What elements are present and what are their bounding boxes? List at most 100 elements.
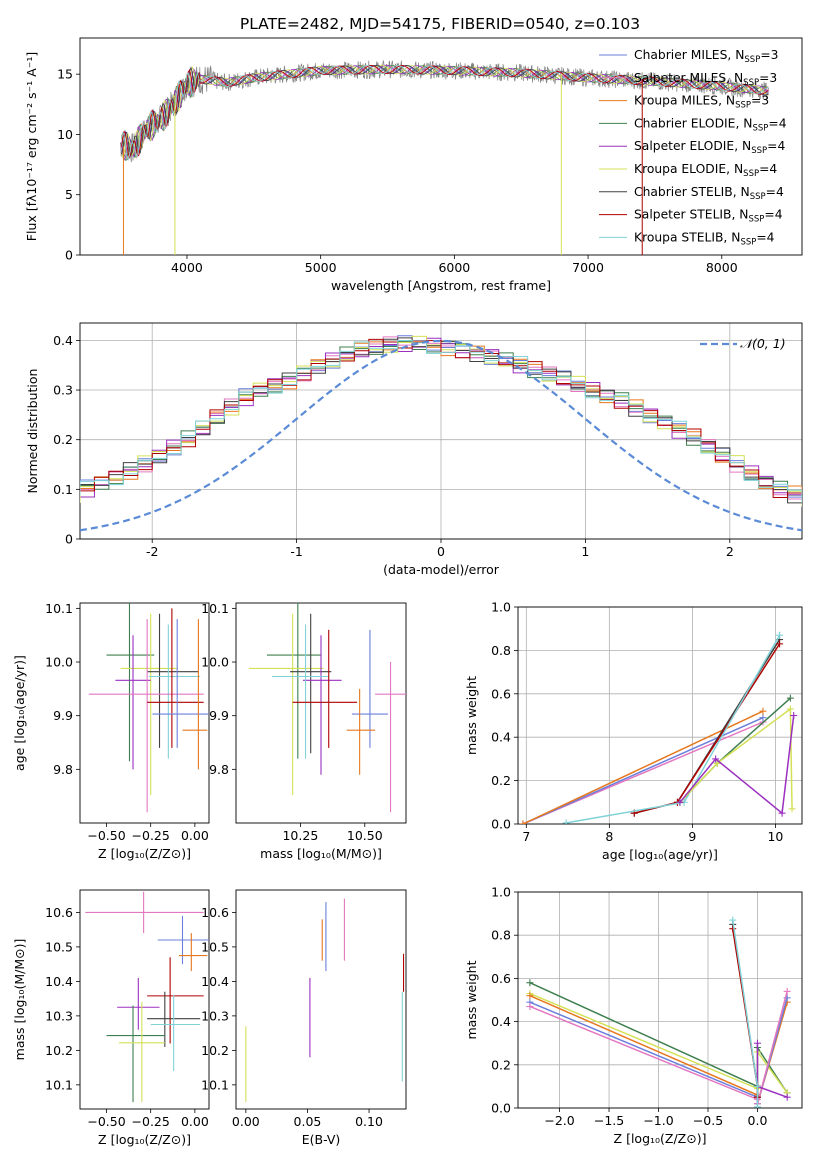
mass_weight_vs_age-frame xyxy=(517,606,803,825)
spectrum-y-axis-label: Flux [fλ10⁻¹⁷ erg cm⁻² s⁻¹ A⁻¹] xyxy=(24,52,39,241)
y-tick-label: 10.3 xyxy=(45,1008,73,1023)
residual-histograms xyxy=(80,335,802,532)
age_vs_Z-axes: −0.50 −0.25 0.00 9.8 9.9 10.0 10.1 Z [log₁₀(Z/Z… xyxy=(12,601,210,861)
x-tick-label: 0.05 xyxy=(294,1114,322,1129)
y-tick-label: 15 xyxy=(57,67,73,82)
y-tick-label: 0.4 xyxy=(491,1014,511,1029)
residuals-y-axis-label: Normed distribution xyxy=(25,369,40,494)
model-spectrum xyxy=(121,64,769,157)
y-tick-label: 10.2 xyxy=(201,1043,229,1058)
legend-entry: Salpeter ELODIE, NSSP=4 xyxy=(634,139,785,156)
x-tick-label: 8000 xyxy=(706,260,738,275)
y-tick-label: 9.9 xyxy=(209,708,229,723)
age_vs_mass-axes: 10.25 10.50 9.8 9.9 10.0 10.1 mass [log₁₀(M/M⊙… xyxy=(201,601,407,861)
residual-histogram-series xyxy=(80,335,802,507)
residual-histogram-series xyxy=(80,336,802,500)
x-tick-label: 5000 xyxy=(305,260,337,275)
legend-name: Chabrier ELODIE, N xyxy=(634,116,752,130)
spectrum-x-axis-label: wavelength [Angstrom, rest frame] xyxy=(331,278,551,293)
x-tick-label: −1.0 xyxy=(643,1113,673,1128)
y-tick-label: 0.3 xyxy=(53,383,73,398)
x-tick-label: −0.5 xyxy=(693,1113,723,1128)
y-tick-label: 10.5 xyxy=(201,939,229,954)
y-tick-label: 0.6 xyxy=(491,971,511,986)
x-tick-label: −0.50 xyxy=(87,1114,125,1129)
x-tick-label: 10 xyxy=(767,829,783,844)
legend-tail: =3 xyxy=(760,48,778,62)
legend-entry: Chabrier ELODIE, NSSP=4 xyxy=(634,116,787,133)
legend-name: Kroupa MILES, N xyxy=(634,94,735,108)
residuals-x-axis-label: (data-model)/error xyxy=(383,562,500,577)
mass_weight_vs_age-axes: 7 8 9 10 0.0 0.2 0.4 0.6 0.8 1.0 age [log₁₀(age/yr… xyxy=(464,600,803,862)
legend-name: Chabrier STELIB, N xyxy=(634,185,750,199)
x-tick-label: -1 xyxy=(290,544,302,559)
x-tick-label: 0.0 xyxy=(748,1113,768,1128)
model-spectrum xyxy=(121,64,769,162)
age_vs_Z-x-axis-label: Z [log₁₀(Z/Z⊙)] xyxy=(98,846,191,861)
normal-distribution-curve xyxy=(80,339,802,532)
y-tick-label: 9.9 xyxy=(53,708,73,723)
x-tick-label: −2.0 xyxy=(544,1113,574,1128)
y-tick-label: 10.4 xyxy=(201,974,229,989)
y-tick-label: 1.0 xyxy=(491,600,511,615)
spectrum-axes: 4000 5000 6000 7000 8000 0 5 10 15 wavelength [An… xyxy=(24,37,803,293)
legend-name: Salpeter STELIB, N xyxy=(634,208,749,222)
x-tick-label: 7000 xyxy=(572,260,604,275)
y-tick-label: 0.4 xyxy=(491,730,511,745)
legend-subscript: SSP xyxy=(744,55,760,65)
y-tick-label: 1.0 xyxy=(491,885,511,900)
legend-entry: Chabrier STELIB, NSSP=4 xyxy=(634,185,784,202)
mass_vs_ebv-frame xyxy=(235,889,407,1110)
weight-line xyxy=(679,707,793,809)
mass_vs_Z-frame xyxy=(79,889,210,1110)
legend-name: Chabrier MILES, N xyxy=(634,48,744,62)
mass_vs_ebv-errorbars xyxy=(245,898,405,1103)
y-tick-label: 9.8 xyxy=(53,762,73,777)
legend-tail: =4 xyxy=(764,208,782,222)
x-tick-label: 0.00 xyxy=(181,1114,209,1129)
legend-name: Kroupa STELIB, N xyxy=(634,230,740,244)
residual-histogram-series xyxy=(80,335,802,508)
x-tick-label: 10.25 xyxy=(282,828,318,843)
x-tick-label: 0.10 xyxy=(355,1114,383,1129)
x-tick-label: 0.00 xyxy=(181,828,209,843)
legend-entry: Kroupa STELIB, NSSP=4 xyxy=(634,230,775,247)
legend-subscript: SSP xyxy=(740,237,756,247)
mass_weight_vs_Z-y-axis-label: mass weight xyxy=(464,960,479,1039)
residual-histogram-series xyxy=(80,337,802,498)
mass_weight_vs_age-x-axis-label: age [log₁₀(age/yr)] xyxy=(602,847,718,862)
y-tick-label: 10.0 xyxy=(45,655,73,670)
y-tick-label: 0.4 xyxy=(53,333,73,348)
mass_weight_vs_Z-lines xyxy=(526,916,791,1108)
legend-subscript: SSP xyxy=(743,78,759,88)
residuals-axes: -2 -1 0 1 2 0 0.1 0.2 0.3 0.4 (data-model)/error No… xyxy=(25,322,803,577)
legend-subscript: SSP xyxy=(743,169,759,179)
x-tick-label: 2 xyxy=(726,544,734,559)
legend-entry-normal: 𝒩(0, 1) xyxy=(740,336,786,351)
y-tick-label: 0.2 xyxy=(491,1057,511,1072)
figure-title: PLATE=2482, MJD=54175, FIBERID=0540, z=0… xyxy=(240,15,640,33)
y-tick-label: 0.0 xyxy=(491,817,511,832)
legend-subscript: SSP xyxy=(751,146,767,156)
y-tick-label: 10.1 xyxy=(45,1077,73,1092)
mass_vs_ebv-x-axis-label: E(B-V) xyxy=(302,1132,341,1147)
legend-tail: =4 xyxy=(756,230,774,244)
x-tick-label: −1.5 xyxy=(594,1113,624,1128)
y-tick-label: 10.6 xyxy=(201,905,229,920)
legend-tail: =4 xyxy=(766,185,784,199)
spectrum-frame xyxy=(79,37,803,256)
legend-tail: =3 xyxy=(759,71,777,85)
mass_vs_ebv-axes: 0.00 0.05 0.10 10.1 10.2 10.3 10.4 10.5 10.6 E(B-… xyxy=(201,889,407,1147)
legend-entry: Salpeter STELIB, NSSP=4 xyxy=(634,208,783,225)
age_vs_mass-errorbars xyxy=(248,603,406,813)
mass_vs_Z-errorbars xyxy=(85,891,209,1103)
x-tick-label: 1 xyxy=(581,544,589,559)
legend-entry: Kroupa ELODIE, NSSP=4 xyxy=(634,162,777,179)
residual-histogram-series xyxy=(80,340,802,499)
x-tick-label: 4000 xyxy=(171,260,203,275)
legend-subscript: SSP xyxy=(749,215,765,225)
legend-tail: =4 xyxy=(767,139,785,153)
